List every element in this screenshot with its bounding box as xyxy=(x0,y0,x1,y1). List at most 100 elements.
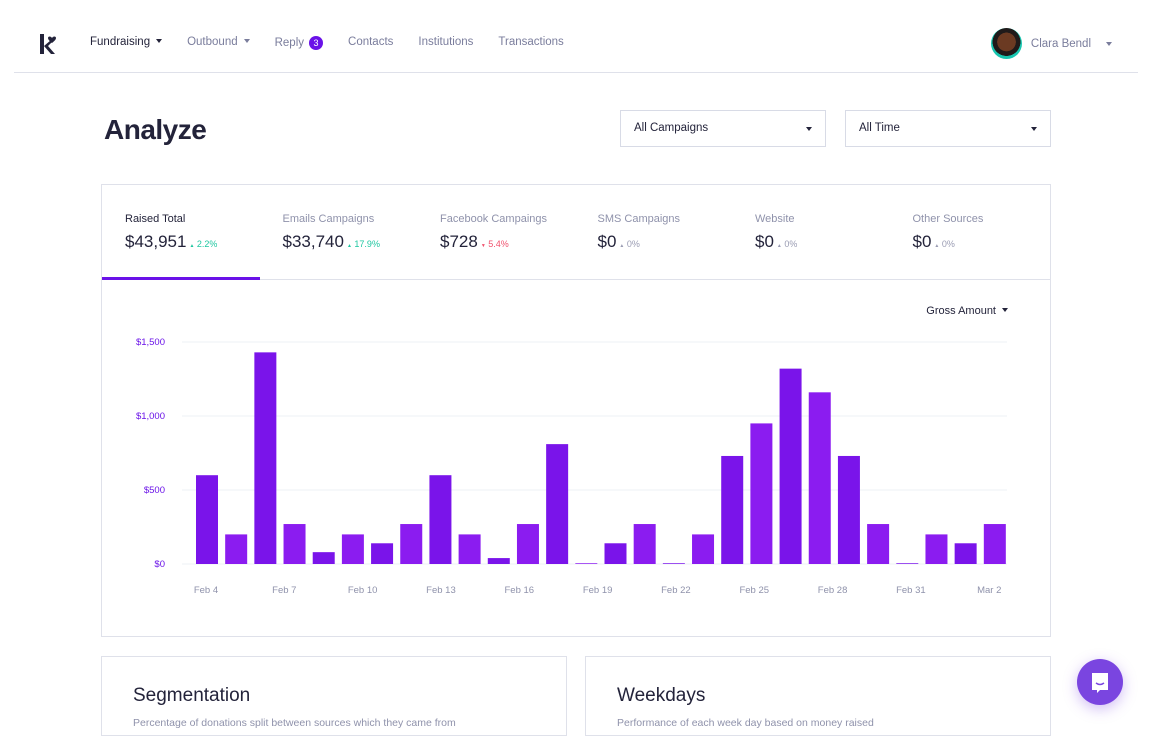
x-tick-label: Feb 19 xyxy=(583,585,613,596)
top-nav: Fundraising Outbound Reply 3 Contacts Institu… xyxy=(14,0,1138,73)
nav-item-label: Outbound xyxy=(187,36,238,48)
panel-description: Performance of each week day based on mo… xyxy=(617,717,874,729)
x-tick-label: Feb 10 xyxy=(348,585,378,596)
stat-value: $0 xyxy=(755,232,774,251)
bar xyxy=(837,455,860,564)
y-tick-label: $1,500 xyxy=(136,337,165,348)
trend-arrow-icon: ▲ xyxy=(189,243,195,249)
x-tick-label: Feb 28 xyxy=(818,585,848,596)
stat-change-value: 17.9% xyxy=(354,239,380,249)
stat-change-value: 0% xyxy=(941,239,955,249)
bar xyxy=(283,524,306,564)
stat-change-value: 5.4% xyxy=(488,239,509,249)
x-tick-label: Mar 2 xyxy=(977,585,1001,596)
trend-arrow-icon: ▲ xyxy=(776,243,782,249)
y-tick-label: $500 xyxy=(144,485,165,496)
bar xyxy=(516,524,539,564)
bar xyxy=(750,423,773,564)
bar xyxy=(575,563,598,564)
stat-change: ▲ 17.9% xyxy=(347,239,380,249)
bar xyxy=(400,524,423,564)
bar xyxy=(487,558,510,564)
nav-item-outbound[interactable]: Outbound xyxy=(187,36,250,50)
user-name: Clara Bendl xyxy=(1030,37,1091,50)
page-title: Analyze xyxy=(104,114,207,145)
panel-description: Percentage of donations split between so… xyxy=(133,717,456,729)
trend-arrow-icon: ▲ xyxy=(934,243,940,249)
bar xyxy=(779,368,802,564)
x-tick-label: Feb 4 xyxy=(194,585,218,596)
y-tick-label: $1,000 xyxy=(136,411,165,422)
stat-label: Raised Total xyxy=(125,213,186,225)
stat-value: $0 xyxy=(597,232,617,251)
stat-change-value: 0% xyxy=(784,239,798,249)
bar xyxy=(196,475,218,564)
x-tick-label: Feb 22 xyxy=(661,585,691,596)
bar xyxy=(954,543,977,564)
y-tick-label: $0 xyxy=(154,559,165,570)
stat-change: ▲ 0% xyxy=(777,239,797,249)
metric-select[interactable]: Gross Amount xyxy=(926,305,1008,317)
bar xyxy=(662,563,685,564)
campaign-select-value: All Campaigns xyxy=(634,122,709,134)
nav-item-label: Fundraising xyxy=(90,36,151,48)
weekdays-panel: Weekdays Performance of each week day bas… xyxy=(585,656,1051,736)
stat-tab-other-sources[interactable]: Other Sources $0 ▲ 0% xyxy=(890,185,1048,279)
nav-item-contacts[interactable]: Contacts xyxy=(348,36,393,50)
stat-change: ▲ 2.2% xyxy=(189,239,217,249)
x-tick-label: Feb 31 xyxy=(896,585,926,596)
metric-select-value: Gross Amount xyxy=(926,305,996,317)
bar xyxy=(983,524,1006,564)
trend-arrow-icon: ▲ xyxy=(619,243,625,249)
nav-item-transactions[interactable]: Transactions xyxy=(498,36,563,50)
stat-tab-emails-campaigns[interactable]: Emails Campaigns $33,740 ▲ 17.9% xyxy=(260,185,418,279)
stat-tab-website[interactable]: Website $0 ▲ 0% xyxy=(732,185,890,279)
stat-label: Emails Campaigns xyxy=(282,213,375,225)
stat-value: $43,951 xyxy=(125,232,187,251)
nav-item-label: Contacts xyxy=(348,36,394,48)
bar-chart: $0 $500 $1,000 $1,500 Feb 4 Feb 7 Feb 10 Feb 13… xyxy=(136,337,1007,596)
x-tick-label: Feb 7 xyxy=(272,585,296,596)
time-select-value: All Time xyxy=(859,122,900,134)
chevron-down-icon xyxy=(1002,308,1008,312)
bar xyxy=(429,475,452,564)
user-menu[interactable]: Clara Bendl xyxy=(990,28,1112,59)
time-select[interactable]: All Time xyxy=(845,110,1051,147)
stat-tab-facebook-campaings[interactable]: Facebook Campaings $728 ▼ 5.4% xyxy=(417,185,575,279)
bar xyxy=(341,534,364,564)
nav-item-fundraising[interactable]: Fundraising xyxy=(90,36,163,50)
avatar xyxy=(990,28,1022,59)
nav-item-label: Transactions xyxy=(498,36,564,48)
stat-change: ▲ 0% xyxy=(619,239,639,249)
bar xyxy=(604,543,627,564)
nav-item-institutions[interactable]: Institutions xyxy=(418,36,473,50)
bar xyxy=(721,455,744,564)
bar xyxy=(458,534,481,564)
logo-icon[interactable] xyxy=(38,32,60,56)
x-tick-label: Feb 16 xyxy=(504,585,534,596)
nav-item-reply[interactable]: Reply 3 xyxy=(275,36,324,50)
stat-change-value: 2.2% xyxy=(196,239,218,249)
bar xyxy=(371,543,394,564)
trend-arrow-icon: ▼ xyxy=(480,243,486,249)
panel-title: Weekdays xyxy=(617,685,706,706)
chevron-down-icon xyxy=(806,127,812,131)
bar xyxy=(254,352,277,564)
segmentation-panel: Segmentation Percentage of donations spli… xyxy=(101,656,567,736)
campaign-select[interactable]: All Campaigns xyxy=(620,110,826,147)
chevron-down-icon xyxy=(1031,127,1037,131)
stat-tab-sms-campaigns[interactable]: SMS Campaigns $0 ▲ 0% xyxy=(575,185,733,279)
chat-button[interactable] xyxy=(1077,659,1123,705)
nav-item-label: Institutions xyxy=(418,36,474,48)
chevron-down-icon xyxy=(243,39,250,43)
stat-change-value: 0% xyxy=(626,239,640,249)
bar xyxy=(808,392,831,564)
bar xyxy=(896,563,919,564)
chevron-down-icon xyxy=(1106,41,1112,46)
chat-icon xyxy=(1092,673,1108,693)
bar xyxy=(633,524,656,564)
notification-badge: 3 xyxy=(309,36,324,50)
trend-arrow-icon: ▲ xyxy=(346,243,352,249)
stat-label: Website xyxy=(755,213,795,225)
stat-tab-raised-total[interactable]: Raised Total $43,951 ▲ 2.2% xyxy=(102,185,260,280)
